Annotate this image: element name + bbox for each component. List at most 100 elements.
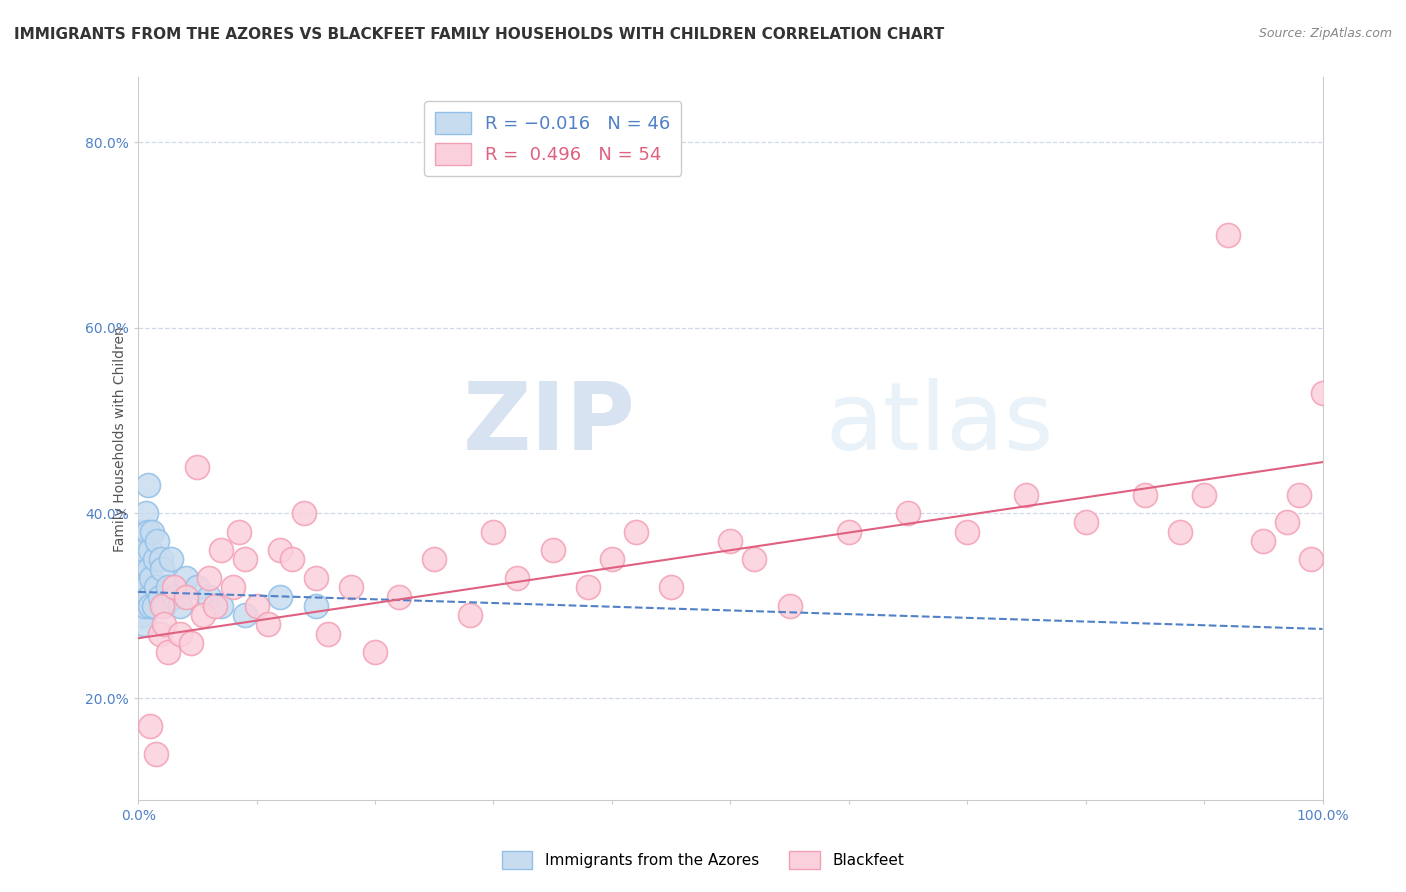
Point (146, 533, 169, 548)
Point (145, 747, 167, 761)
Point (222, 580, 245, 594)
Point (169, 626, 191, 640)
Point (132, 590, 155, 604)
Point (186, 580, 208, 594)
Legend: R = −0.016   N = 46, R =  0.496   N = 54: R = −0.016 N = 46, R = 0.496 N = 54 (425, 101, 682, 176)
Point (169, 599, 191, 613)
Point (305, 599, 328, 613)
Point (131, 580, 153, 594)
Point (269, 590, 291, 604)
Point (193, 608, 215, 623)
Point (153, 599, 176, 613)
Point (148, 590, 170, 604)
Point (138, 590, 160, 604)
Point (838, 524, 860, 539)
Text: Source: ZipAtlas.com: Source: ZipAtlas.com (1258, 27, 1392, 40)
Point (1288, 487, 1310, 501)
Point (139, 543, 162, 558)
Point (292, 506, 315, 520)
Point (718, 533, 741, 548)
Point (1253, 533, 1275, 548)
Point (139, 719, 162, 733)
Point (132, 533, 155, 548)
Point (742, 552, 765, 566)
Point (1074, 516, 1097, 530)
Point (142, 599, 165, 613)
Point (659, 580, 682, 594)
Point (246, 599, 269, 613)
Point (1133, 487, 1156, 501)
Point (600, 552, 623, 566)
Point (257, 617, 280, 632)
Point (388, 590, 411, 604)
Point (129, 599, 152, 613)
Point (186, 459, 208, 474)
Point (149, 552, 172, 566)
Point (163, 590, 186, 604)
Point (128, 580, 150, 594)
Point (624, 524, 647, 539)
Point (143, 552, 166, 566)
Point (1192, 487, 1215, 501)
Point (956, 524, 979, 539)
Point (131, 562, 153, 576)
Point (423, 552, 446, 566)
Point (316, 626, 339, 640)
Point (148, 626, 170, 640)
Point (163, 580, 186, 594)
Point (153, 617, 176, 632)
Point (134, 543, 156, 558)
Point (482, 524, 505, 539)
Point (129, 571, 152, 585)
Point (135, 580, 157, 594)
Point (180, 636, 202, 650)
Point (281, 552, 304, 566)
Point (141, 571, 163, 585)
Point (340, 580, 363, 594)
Point (1170, 524, 1192, 539)
Point (1312, 385, 1334, 400)
Point (136, 524, 159, 539)
Point (145, 580, 167, 594)
Point (160, 552, 183, 566)
Point (174, 571, 197, 585)
Point (269, 543, 291, 558)
Point (576, 580, 599, 594)
Point (156, 645, 179, 659)
Point (136, 478, 159, 492)
Point (138, 562, 160, 576)
Point (1299, 552, 1322, 566)
Point (1015, 487, 1038, 501)
Text: IMMIGRANTS FROM THE AZORES VS BLACKFEET FAMILY HOUSEHOLDS WITH CHILDREN CORRELAT: IMMIGRANTS FROM THE AZORES VS BLACKFEET … (14, 27, 945, 42)
Point (458, 608, 481, 623)
Point (129, 543, 152, 558)
Point (139, 599, 162, 613)
Point (233, 552, 256, 566)
Point (141, 524, 163, 539)
Point (506, 571, 529, 585)
Point (209, 599, 232, 613)
Point (541, 543, 564, 558)
Point (132, 552, 155, 566)
Point (156, 580, 179, 594)
Point (134, 571, 156, 585)
Point (364, 645, 387, 659)
Point (204, 599, 226, 613)
Point (134, 590, 156, 604)
Text: ZIP: ZIP (463, 378, 636, 470)
Point (779, 599, 801, 613)
Legend: Immigrants from the Azores, Blackfeet: Immigrants from the Azores, Blackfeet (496, 845, 910, 875)
Point (228, 524, 250, 539)
Point (150, 562, 173, 576)
Point (198, 571, 221, 585)
Point (305, 571, 328, 585)
Point (233, 608, 256, 623)
Point (134, 599, 156, 613)
Point (128, 524, 150, 539)
Text: atlas: atlas (825, 378, 1053, 470)
Point (174, 590, 197, 604)
Point (150, 599, 173, 613)
Point (128, 552, 150, 566)
Point (135, 506, 157, 520)
Point (198, 590, 221, 604)
